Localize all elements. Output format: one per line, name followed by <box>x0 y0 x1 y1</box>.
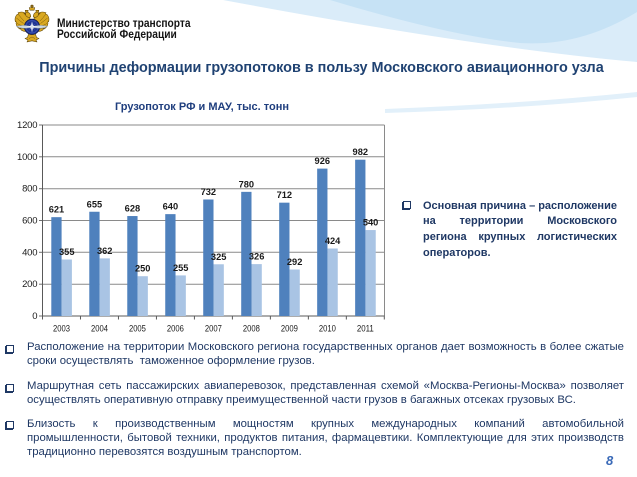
svg-text:800: 800 <box>22 184 37 195</box>
svg-text:540: 540 <box>363 218 379 229</box>
svg-text:255: 255 <box>173 263 189 274</box>
svg-text:2011: 2011 <box>357 323 374 334</box>
svg-text:326: 326 <box>249 252 265 263</box>
svg-text:355: 355 <box>59 247 75 258</box>
svg-text:2005: 2005 <box>129 323 146 334</box>
svg-text:362: 362 <box>97 246 113 257</box>
svg-text:655: 655 <box>87 199 103 210</box>
svg-text:926: 926 <box>315 156 331 167</box>
svg-text:250: 250 <box>135 264 151 275</box>
svg-text:640: 640 <box>163 202 179 213</box>
svg-text:2010: 2010 <box>319 323 336 334</box>
svg-text:1000: 1000 <box>17 152 38 163</box>
svg-text:292: 292 <box>287 257 303 268</box>
svg-text:600: 600 <box>22 216 37 227</box>
svg-text:424: 424 <box>325 236 341 247</box>
svg-text:Грузопоток РФ и МАУ, тыс. тонн: Грузопоток РФ и МАУ, тыс. тонн <box>115 101 289 113</box>
svg-text:780: 780 <box>239 179 255 190</box>
svg-text:732: 732 <box>201 187 217 198</box>
svg-text:2006: 2006 <box>167 323 184 334</box>
svg-text:2004: 2004 <box>91 323 108 334</box>
svg-text:200: 200 <box>22 279 37 290</box>
svg-text:621: 621 <box>49 205 65 216</box>
svg-text:1200: 1200 <box>17 120 38 131</box>
svg-text:712: 712 <box>277 190 293 201</box>
svg-text:2007: 2007 <box>205 323 222 334</box>
svg-text:0: 0 <box>32 311 37 322</box>
svg-text:2003: 2003 <box>53 323 70 334</box>
svg-text:2009: 2009 <box>281 323 298 334</box>
svg-text:982: 982 <box>353 147 369 158</box>
svg-text:400: 400 <box>22 247 37 258</box>
svg-text:325: 325 <box>211 252 227 263</box>
svg-text:2008: 2008 <box>243 323 260 334</box>
svg-text:628: 628 <box>125 204 141 215</box>
